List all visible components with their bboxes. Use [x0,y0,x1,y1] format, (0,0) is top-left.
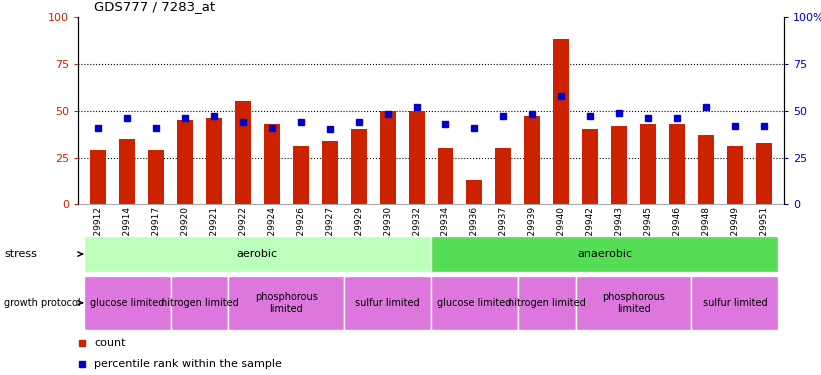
Bar [576,276,691,330]
Text: nitrogen limited: nitrogen limited [508,298,585,308]
Bar [379,111,396,204]
Text: phosphorous
limited: phosphorous limited [255,292,318,314]
Bar [756,142,772,204]
Bar [698,135,714,204]
Text: percentile rank within the sample: percentile rank within the sample [94,359,282,369]
Text: glucose limited: glucose limited [438,298,511,308]
Bar [518,276,576,330]
Bar [438,148,453,204]
Bar [264,124,280,204]
Bar [691,276,778,330]
Bar [293,146,309,204]
Bar [90,150,106,204]
Bar [344,276,431,330]
Bar [84,236,431,272]
Bar [431,276,518,330]
Text: anaerobic: anaerobic [577,249,632,259]
Bar [171,276,228,330]
Bar [466,180,483,204]
Text: stress: stress [4,249,37,259]
Text: GDS777 / 7283_at: GDS777 / 7283_at [94,0,216,13]
Bar [228,276,344,330]
Bar [177,120,193,204]
Bar [669,124,685,204]
Bar [553,39,569,204]
Bar [322,141,337,204]
Text: aerobic: aerobic [236,249,278,259]
Text: nitrogen limited: nitrogen limited [161,298,238,308]
Bar [235,101,251,204]
Bar [409,111,424,204]
Text: sulfur limited: sulfur limited [703,298,767,308]
Bar [525,116,540,204]
Text: growth protocol: growth protocol [4,298,80,308]
Bar [351,129,367,204]
Text: count: count [94,338,126,348]
Bar [495,148,511,204]
Text: glucose limited: glucose limited [90,298,164,308]
Bar [640,124,656,204]
Bar [582,129,599,204]
Bar [431,236,778,272]
Text: sulfur limited: sulfur limited [355,298,420,308]
Bar [148,150,164,204]
Bar [119,139,135,204]
Text: phosphorous
limited: phosphorous limited [602,292,665,314]
Bar [84,276,171,330]
Bar [727,146,743,204]
Bar [206,118,222,204]
Bar [611,126,627,204]
